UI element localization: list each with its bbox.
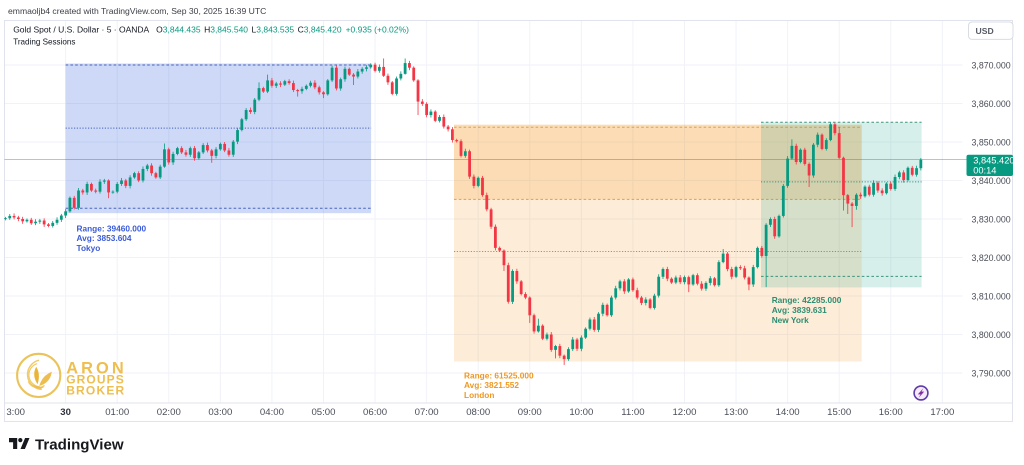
- svg-text:TradingView: TradingView: [35, 437, 124, 454]
- svg-text:12:00: 12:00: [672, 407, 696, 418]
- svg-text:3,830.000: 3,830.000: [972, 214, 1011, 224]
- svg-text:Avg: 3853.604: Avg: 3853.604: [77, 233, 132, 243]
- svg-text:BROKER: BROKER: [66, 383, 125, 397]
- svg-text:3,850.000: 3,850.000: [972, 137, 1011, 147]
- svg-text:Gold Spot / U.S. Dollar · 5 ·: Gold Spot / U.S. Dollar · 5 · OANDA O3,8…: [13, 25, 409, 35]
- svg-text:05:00: 05:00: [311, 407, 335, 418]
- svg-text:30: 30: [60, 407, 71, 418]
- svg-text:3,790.000: 3,790.000: [972, 368, 1011, 378]
- svg-text:Range: 42285.000: Range: 42285.000: [772, 295, 842, 305]
- svg-text:17:00: 17:00: [930, 407, 954, 418]
- svg-text:3:00: 3:00: [6, 407, 25, 418]
- svg-text:3,845.420: 3,845.420: [973, 156, 1014, 166]
- svg-text:13:00: 13:00: [724, 407, 748, 418]
- svg-text:00:14: 00:14: [973, 165, 996, 175]
- svg-text:04:00: 04:00: [260, 407, 284, 418]
- svg-text:03:00: 03:00: [208, 407, 232, 418]
- svg-text:11:00: 11:00: [621, 407, 644, 418]
- svg-text:London: London: [464, 390, 494, 400]
- svg-text:01:00: 01:00: [105, 407, 129, 418]
- svg-text:ARON: ARON: [66, 360, 127, 378]
- svg-text:06:00: 06:00: [363, 407, 387, 418]
- svg-text:New York: New York: [772, 315, 809, 325]
- svg-text:Trading Sessions: Trading Sessions: [13, 38, 75, 47]
- svg-text:3,860.000: 3,860.000: [972, 99, 1011, 109]
- svg-text:3,820.000: 3,820.000: [972, 253, 1011, 263]
- svg-text:GROUPS: GROUPS: [66, 373, 125, 387]
- svg-text:16:00: 16:00: [879, 407, 903, 418]
- svg-text:Avg: 3821.552: Avg: 3821.552: [464, 380, 519, 390]
- svg-text:15:00: 15:00: [827, 407, 851, 418]
- svg-text:08:00: 08:00: [466, 407, 490, 418]
- svg-text:3,870.000: 3,870.000: [972, 60, 1011, 70]
- svg-text:emmaoljb4 created with Trading: emmaoljb4 created with TradingView.com, …: [8, 6, 266, 16]
- svg-text:3,810.000: 3,810.000: [972, 291, 1011, 301]
- svg-text:09:00: 09:00: [518, 407, 542, 418]
- svg-text:USD: USD: [976, 26, 994, 36]
- svg-text:3,840.000: 3,840.000: [972, 176, 1011, 186]
- svg-text:02:00: 02:00: [157, 407, 181, 418]
- svg-text:Tokyo: Tokyo: [77, 243, 101, 253]
- svg-text:Range: 39460.000: Range: 39460.000: [77, 223, 147, 233]
- svg-text:Avg: 3839.631: Avg: 3839.631: [772, 305, 827, 315]
- svg-text:10:00: 10:00: [569, 407, 593, 418]
- svg-text:3,800.000: 3,800.000: [972, 330, 1011, 340]
- svg-text:14:00: 14:00: [776, 407, 800, 418]
- svg-text:07:00: 07:00: [415, 407, 439, 418]
- svg-text:Range: 61525.000: Range: 61525.000: [464, 370, 534, 380]
